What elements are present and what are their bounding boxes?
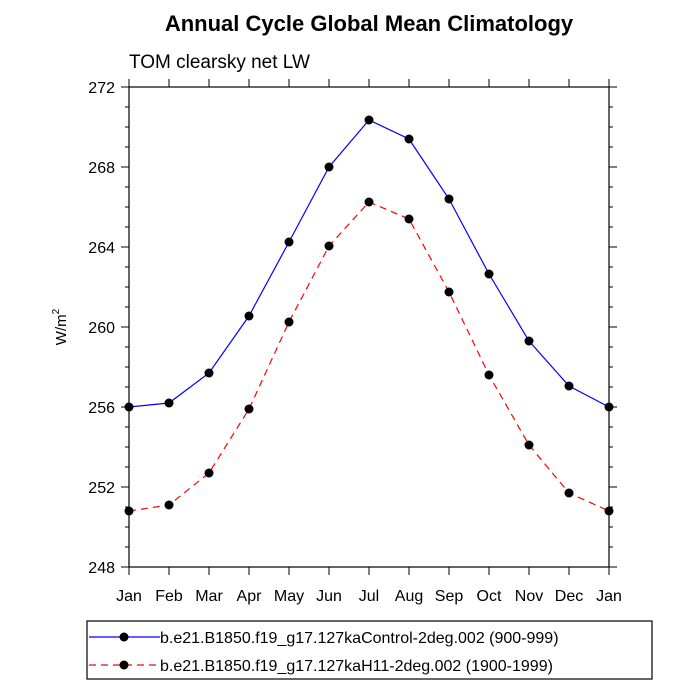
series-layer [124,115,614,516]
x-tick-label: Jul [359,588,379,605]
series-2-point [604,506,614,516]
series-2-point [484,370,494,380]
y-tick-label: 256 [88,400,115,417]
series-1-point [204,368,214,378]
series-1-point [524,336,534,346]
series-line-2 [128,201,610,512]
series-2-point [404,214,414,224]
x-tick-label: Jun [316,588,342,605]
y-tick-label: 268 [88,160,115,177]
y-tick-label: 252 [88,480,115,497]
legend: b.e21.B1850.f19_g17.127kaControl-2deg.00… [89,630,559,675]
series-1-point [324,162,334,172]
plot-frame [128,86,610,568]
series-2-point [564,488,574,498]
chart-subtitle: TOM clearsky net LW [129,52,310,73]
series-1-point [564,381,574,391]
series-1-point [244,311,254,321]
legend-box [86,620,653,680]
chart-title: Annual Cycle Global Mean Climatology [165,11,574,36]
series-1-point [604,402,614,412]
x-tick-labels: Jan Feb Mar Apr May Jun Jul Aug Sep Oct Nov Dec Jan [116,588,622,605]
y-axis-label: W/m2 [51,308,70,345]
series-1-point [484,269,494,279]
series-line-1 [128,119,610,408]
series-2-point [124,506,134,516]
series-1-point [164,398,174,408]
x-tick-label: Dec [555,588,583,605]
y-axis-label-base: W/m [53,314,70,345]
y-tick-label: 272 [88,80,115,97]
y-axis-label-superscript: 2 [51,308,62,314]
y-tick-label: 264 [88,240,115,257]
series-1-point [124,402,134,412]
series-2-point [524,440,534,450]
legend-label-2: b.e21.B1850.f19_g17.127kaH11-2deg.002 (1… [160,658,553,675]
x-tick-label: Jan [596,588,622,605]
series-1-point [364,115,374,125]
x-tick-label: Sep [435,588,464,605]
legend-label-1: b.e21.B1850.f19_g17.127kaControl-2deg.00… [160,630,559,647]
x-tick-label: Jan [116,588,142,605]
series-2-point [324,241,334,251]
legend-marker-1 [119,632,129,642]
y-tick-label: 248 [88,560,115,577]
series-2-point [204,468,214,478]
series-1-point [284,237,294,247]
x-tick-label: May [274,588,304,605]
series-2-point [164,500,174,510]
series-2-point [284,317,294,327]
series-2-point [244,404,254,414]
series-1-point [404,134,414,144]
axis-ticks [121,79,617,575]
series-2-point [364,197,374,207]
legend-marker-2 [119,660,129,670]
x-tick-label: Apr [237,588,263,605]
y-tick-label: 260 [88,320,115,337]
x-tick-label: Oct [477,588,502,605]
x-tick-label: Feb [155,588,183,605]
series-1-point [444,194,454,204]
x-tick-label: Mar [195,588,223,605]
y-tick-labels: 248 252 256 260 264 268 272 [88,80,115,577]
series-2-point [444,287,454,297]
x-tick-label: Nov [515,588,543,605]
x-tick-label: Aug [395,588,423,605]
